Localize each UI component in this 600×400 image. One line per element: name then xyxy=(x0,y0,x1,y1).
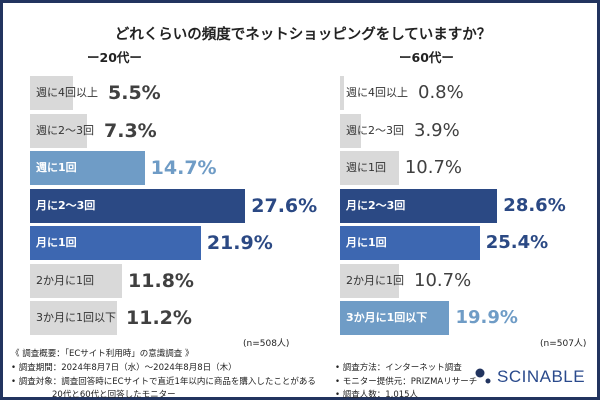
footer-target-cont: 20代と60代と回答したモニター xyxy=(52,390,176,400)
bar-label: 月に1回 xyxy=(346,236,387,249)
bar-value: 19.9% xyxy=(455,307,518,328)
bar xyxy=(340,226,480,260)
bar xyxy=(340,113,362,148)
panel-title-20s: ー20代ー xyxy=(87,50,142,65)
bar-row: 2か月に1回 11.8% xyxy=(30,263,310,298)
bar xyxy=(30,263,123,298)
bar-label: 週に1回 xyxy=(36,161,77,174)
bar-value: 10.7% xyxy=(404,157,463,178)
bar-value: 5.5% xyxy=(108,82,161,104)
bar-label: 週に2〜3回 xyxy=(36,123,94,137)
bar xyxy=(340,188,498,223)
footer-target: • 調査対象：調査回答時にECサイトで直近1年以内に商品を購入したことがある xyxy=(11,377,316,387)
bar-label: 月に1回 xyxy=(36,236,77,249)
bar-value: 27.6% xyxy=(251,194,318,217)
bar-row: 月に2〜3回 27.6% xyxy=(30,188,317,223)
bar-value: 21.9% xyxy=(206,232,273,254)
bar-label: 月に2〜3回 xyxy=(36,198,96,212)
sample-size-20s: (n=508人) xyxy=(243,339,290,349)
footer-count: • 調査人数：1,015人 xyxy=(335,390,419,400)
bar-row: 週に1回 10.7% xyxy=(340,151,600,185)
bar-value: 0.8% xyxy=(418,82,464,103)
bar-row: 2か月に1回 10.7% xyxy=(340,263,600,298)
panel-title-60s: ー60代ー xyxy=(399,50,454,65)
bar-row: 3か月に1回以下 19.9% xyxy=(340,301,600,335)
bar xyxy=(30,188,246,223)
bar-value: 7.3% xyxy=(104,119,157,142)
bar-row: 週に4回以上 5.5% xyxy=(30,76,310,110)
bar-label: 週に2〜3回 xyxy=(346,123,404,137)
bar-label: 週に4回以上 xyxy=(346,86,408,99)
bar-label: 2か月に1回 xyxy=(36,273,94,287)
bar-row: 3か月に1回以下 11.2% xyxy=(30,301,310,335)
scinable-logo: SCINABLE xyxy=(473,367,585,387)
bar xyxy=(340,301,450,335)
bar-label: 3か月に1回以下 xyxy=(36,311,116,324)
bar xyxy=(340,76,345,110)
bar xyxy=(30,226,201,260)
bar xyxy=(30,76,73,110)
bar-label: 3か月に1回以下 xyxy=(346,311,428,324)
bar-value: 10.7% xyxy=(414,269,472,291)
bar-value: 28.6% xyxy=(503,194,566,216)
bar xyxy=(340,263,399,298)
bar xyxy=(30,113,87,148)
bar-row: 週に2〜3回 7.3% xyxy=(30,113,310,148)
bar-value: 3.9% xyxy=(414,119,460,141)
bar xyxy=(340,151,399,185)
sample-size-60s: (n=507人) xyxy=(540,339,587,349)
bar-value: 14.7% xyxy=(150,157,217,179)
bar-label: 週に4回以上 xyxy=(36,86,98,99)
logo-text: SCINABLE xyxy=(497,367,586,386)
logo-dots-icon xyxy=(475,368,491,384)
footer-period: • 調査期間：2024年8月7日（水）〜2024年8月8日（木） xyxy=(11,363,237,373)
bar-label: 2か月に1回 xyxy=(346,273,404,287)
bar-row: 週に4回以上 0.8% xyxy=(340,76,600,110)
bar xyxy=(30,151,145,185)
footer-provider: • モニター提供元：PRIZMAリサーチ xyxy=(335,377,478,387)
footer-method: • 調査方法：インターネット調査 xyxy=(335,363,462,373)
bar-row: 月に2〜3回 28.6% xyxy=(340,188,600,223)
bar-row: 月に1回 21.9% xyxy=(30,226,310,260)
bar-row: 週に2〜3回 3.9% xyxy=(340,113,600,148)
bar-value: 25.4% xyxy=(485,232,549,253)
footer-overview: 《 調査概要：「ECサイト利用時」の意識調査 》 xyxy=(11,349,194,359)
bar-value: 11.8% xyxy=(128,269,194,292)
bar-value: 11.2% xyxy=(126,307,192,329)
bar-label: 月に2〜3回 xyxy=(346,198,406,212)
bar-row: 月に1回 25.4% xyxy=(340,226,600,260)
bar xyxy=(30,301,118,335)
bar-label: 週に1回 xyxy=(346,161,386,174)
bar-row: 週に1回 14.7% xyxy=(30,151,310,185)
chart-title: どれくらいの頻度でネットショッピングをしていますか？ xyxy=(114,27,492,43)
